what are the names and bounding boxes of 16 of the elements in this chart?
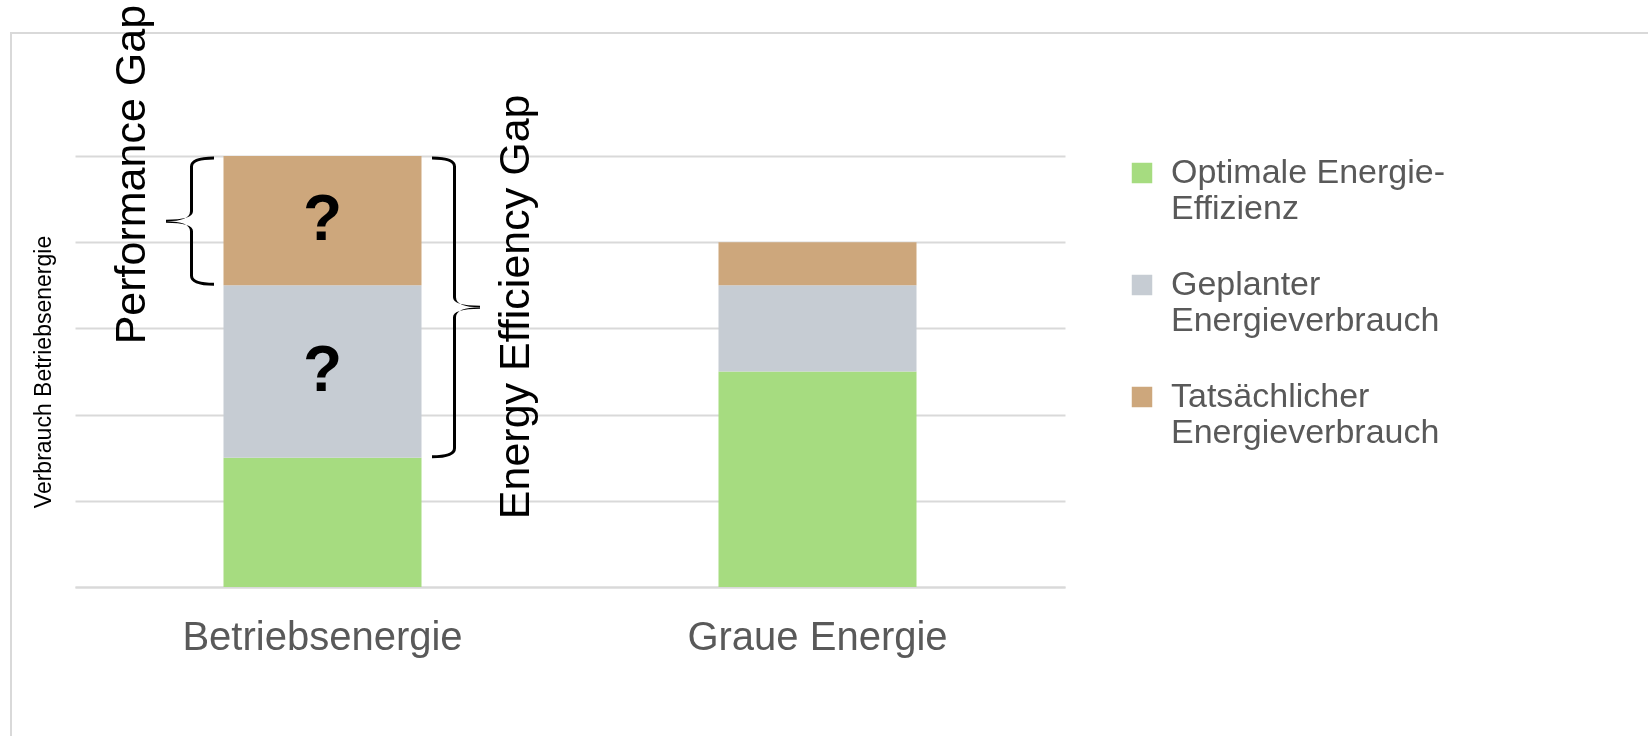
annotation: ? <box>302 332 343 405</box>
legend-label: Optimale Energie-Effizienz <box>1171 152 1446 226</box>
bar <box>718 242 917 286</box>
bar <box>223 285 422 458</box>
y-axis-title: Verbrauch Betriebsenergie <box>29 235 56 509</box>
bar <box>223 156 422 286</box>
annotation: Performance Gap <box>105 4 154 345</box>
bar <box>718 285 917 372</box>
annotation: Energy Efficiency Gap <box>489 94 538 520</box>
legend-label: Geplanter Energieverbrauch <box>1171 264 1440 338</box>
x-tick-label: Graue Energie <box>687 613 948 658</box>
annotation: ? <box>302 181 343 254</box>
bar <box>718 371 917 587</box>
bar <box>223 457 422 587</box>
x-tick-label: Betriebsenergie <box>182 613 463 658</box>
legend-label: Tatsächlicher Energieverbrauch <box>1171 376 1440 450</box>
